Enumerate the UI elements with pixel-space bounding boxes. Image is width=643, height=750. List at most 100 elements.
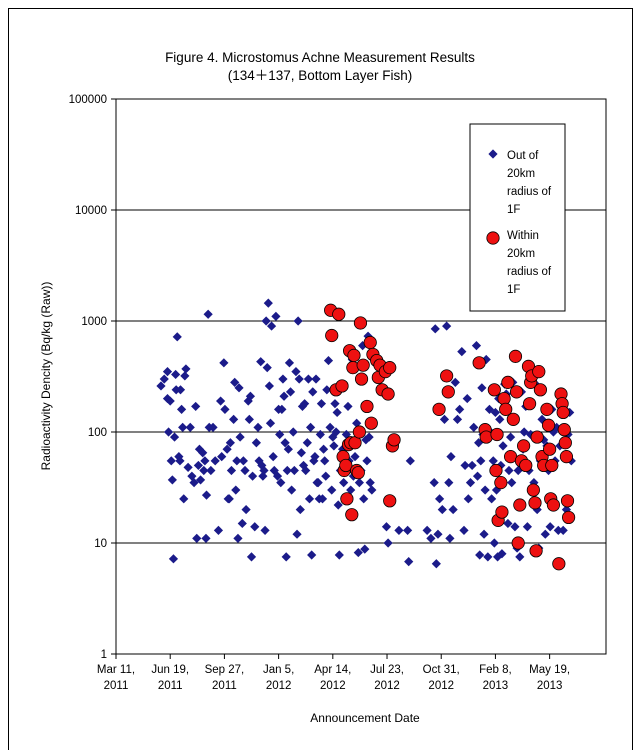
data-point	[251, 438, 261, 448]
data-point	[361, 435, 371, 445]
x-tick-label: May 19,	[529, 664, 570, 676]
data-point	[533, 383, 548, 397]
data-point	[301, 465, 311, 476]
data-point	[469, 422, 479, 433]
data-point	[476, 456, 486, 466]
data-point	[180, 371, 190, 381]
data-point	[192, 533, 202, 544]
data-point	[455, 404, 465, 414]
x-tick-label: Jan 5,	[263, 664, 294, 676]
data-point	[260, 525, 270, 535]
data-point	[528, 496, 542, 510]
data-point	[495, 505, 509, 519]
data-point	[553, 525, 563, 535]
data-point	[168, 554, 179, 564]
data-point	[285, 387, 296, 397]
chart-subtitle: (134＋137, Bottom Layer Fish)	[228, 68, 413, 83]
data-point	[189, 478, 199, 488]
data-point	[545, 458, 559, 473]
x-tick-label: Feb 8,	[479, 664, 512, 676]
data-point	[350, 452, 360, 462]
data-point	[463, 494, 473, 504]
data-point	[526, 483, 540, 497]
data-point	[501, 375, 515, 389]
data-point	[487, 383, 501, 397]
data-point	[289, 465, 299, 476]
data-point	[472, 471, 483, 481]
data-point	[288, 427, 298, 437]
legend-box	[469, 123, 566, 312]
data-point	[231, 485, 241, 495]
data-point	[356, 358, 370, 372]
data-point	[433, 529, 443, 539]
data-point	[522, 522, 533, 532]
data-point	[241, 504, 251, 515]
data-point	[353, 547, 363, 558]
data-point	[317, 494, 328, 504]
data-point	[280, 438, 290, 448]
data-point	[162, 367, 173, 377]
data-point	[292, 529, 302, 539]
data-point	[479, 430, 493, 444]
data-point	[360, 544, 370, 554]
y-tick-label: 1000	[81, 316, 107, 328]
data-point	[506, 412, 520, 426]
data-point	[230, 377, 240, 387]
data-point	[541, 418, 556, 432]
data-point	[208, 422, 218, 433]
data-point	[198, 448, 208, 458]
data-point	[394, 525, 404, 535]
data-point	[497, 391, 511, 406]
x-tick-label: 2013	[483, 680, 509, 692]
data-point	[313, 478, 323, 488]
data-point	[404, 556, 414, 567]
data-point	[217, 452, 227, 462]
data-point	[431, 559, 441, 569]
data-point	[448, 504, 458, 515]
data-point	[560, 494, 575, 508]
x-tick-label: Mar 11,	[97, 664, 135, 676]
data-point	[194, 444, 205, 454]
data-point	[219, 358, 229, 368]
data-point	[483, 552, 493, 562]
data-point	[561, 504, 572, 515]
data-point	[282, 465, 292, 476]
data-point	[262, 363, 272, 373]
data-point	[272, 471, 283, 481]
data-point	[543, 442, 557, 456]
legend-label: radius of	[507, 266, 552, 278]
x-tick-label: 2012	[320, 680, 346, 692]
data-point	[513, 498, 527, 512]
data-point	[201, 533, 211, 544]
data-point	[345, 508, 359, 522]
data-point	[484, 404, 495, 414]
data-point	[430, 324, 440, 334]
data-point	[351, 466, 365, 480]
data-point	[237, 518, 247, 529]
data-point	[201, 490, 212, 500]
x-tick-label: Apr 14,	[314, 664, 351, 676]
data-point	[277, 404, 287, 414]
data-point	[517, 439, 531, 453]
data-point	[405, 456, 415, 466]
data-point	[193, 460, 203, 471]
data-point	[225, 438, 235, 448]
legend: Out of 20km radius of 1F Within 20km radius of…	[469, 123, 566, 312]
data-point	[166, 456, 176, 466]
data-point	[354, 372, 369, 386]
data-point	[333, 500, 343, 510]
data-point	[271, 311, 281, 322]
data-point	[383, 538, 393, 548]
data-point	[488, 456, 498, 466]
data-point	[339, 478, 349, 488]
data-point	[479, 529, 489, 539]
data-point	[240, 465, 250, 476]
data-point	[362, 456, 372, 466]
data-point	[171, 369, 181, 380]
x-tick-label: Oct 31,	[423, 664, 460, 676]
data-point	[287, 485, 297, 495]
data-point	[265, 418, 276, 428]
data-point	[315, 429, 325, 440]
data-point	[365, 478, 375, 488]
x-tick-label: Jul 23,	[370, 664, 404, 676]
